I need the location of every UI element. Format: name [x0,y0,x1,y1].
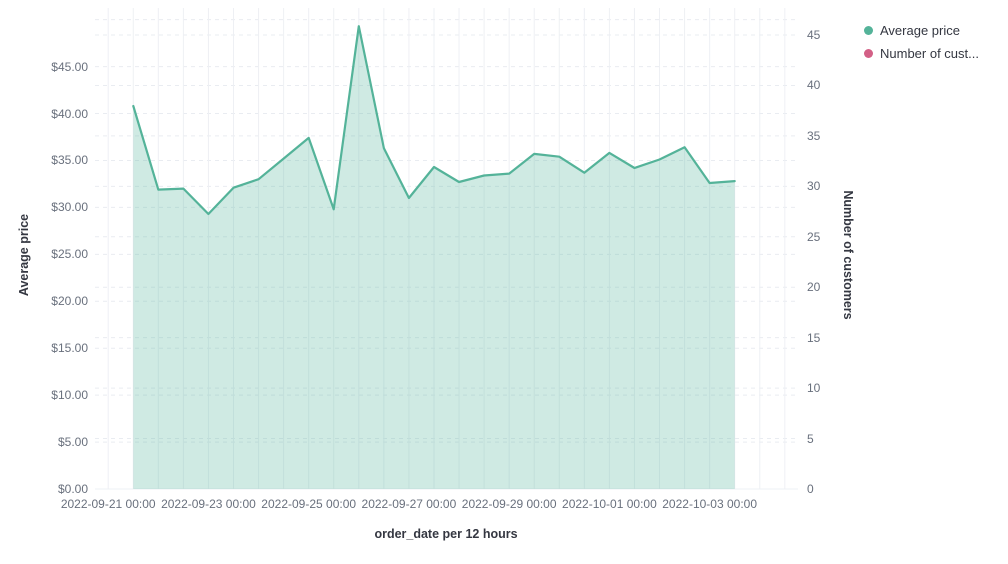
y-axis-right-tick-label: 0 [807,482,814,496]
x-axis-tick-label: 2022-10-01 00:00 [562,497,657,511]
y-axis-left-tick-label: $5.00 [57,435,88,450]
legend-item-label: Average price [880,23,960,38]
legend-item[interactable]: Number of cust... [864,45,979,62]
y-axis-right-tick-label: 35 [807,128,821,143]
legend-item-label: Number of cust... [880,46,979,61]
y-axis-left-tick-label: $20.00 [51,294,88,309]
y-axis-left-tick-label: $0.00 [57,482,88,496]
series-line-average-price[interactable] [132,25,736,216]
legend-series-dot-icon [864,26,873,35]
y-axis-left-tick-label: $40.00 [51,106,88,121]
x-axis-tick-label: 2022-09-25 00:00 [261,497,357,511]
y-axis-right-tick-label: 30 [807,179,821,194]
y-axis-left-tick-label: $35.00 [51,153,88,168]
chart-legend: Average price Number of cust... [864,22,979,62]
x-axis-tick-label: 2022-10-03 00:00 [662,497,757,511]
y-axis-right-tick-label: 25 [807,229,821,244]
x-axis-tick-label: 2022-09-29 00:00 [461,497,557,511]
x-axis-title: order_date per 12 hours [374,527,518,541]
y-axis-right-tick-label: 40 [807,78,821,93]
y-axis-right-tick-label: 5 [807,431,814,446]
y-axis-left-title: Average price [17,213,31,297]
y-axis-left-tick-label: $45.00 [51,59,88,74]
y-axis-right-tick-label: 45 [807,27,821,42]
x-axis-tick-label: 2022-09-21 00:00 [60,497,156,511]
y-axis-right-tick-label: 15 [807,330,821,345]
y-axis-left-tick-label: $10.00 [51,388,88,403]
y-axis-left-tick-label: $30.00 [51,200,88,215]
y-axis-right-title: Number of customers [841,190,855,320]
y-axis-left-tick-label: $25.00 [51,247,88,262]
y-axis-right-tick-label: 10 [807,381,821,396]
legend-item[interactable]: Average price [864,22,979,39]
legend-series-dot-icon [864,49,873,58]
series-area-average-price[interactable] [133,26,735,489]
y-axis-right-tick-label: 20 [807,280,821,295]
x-axis-tick-label: 2022-09-23 00:00 [161,497,256,511]
x-axis-tick-label: 2022-09-27 00:00 [361,497,457,511]
y-axis-left-tick-label: $15.00 [51,341,88,356]
